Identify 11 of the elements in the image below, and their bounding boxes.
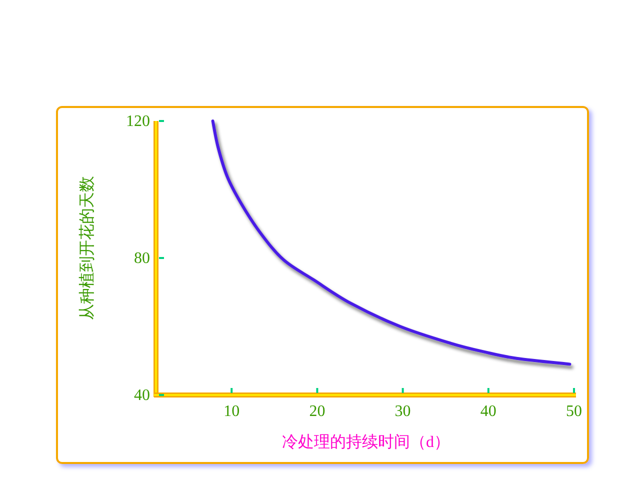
x-tick-label: 20 <box>309 403 326 420</box>
x-tick-label: 10 <box>224 403 240 420</box>
y-tick-label: 80 <box>134 250 150 267</box>
y-tick-label: 40 <box>134 387 150 404</box>
x-tick-label: 40 <box>480 403 496 420</box>
x-tick-label: 50 <box>566 403 582 420</box>
line-series <box>211 120 572 366</box>
x-axis-title: 冷处理的持续时间（d） <box>282 433 450 451</box>
y-tick-label: 120 <box>126 113 150 130</box>
y-axis-title: 从种植到开花的天数 <box>78 176 96 320</box>
x-tick-label: 30 <box>394 403 411 420</box>
